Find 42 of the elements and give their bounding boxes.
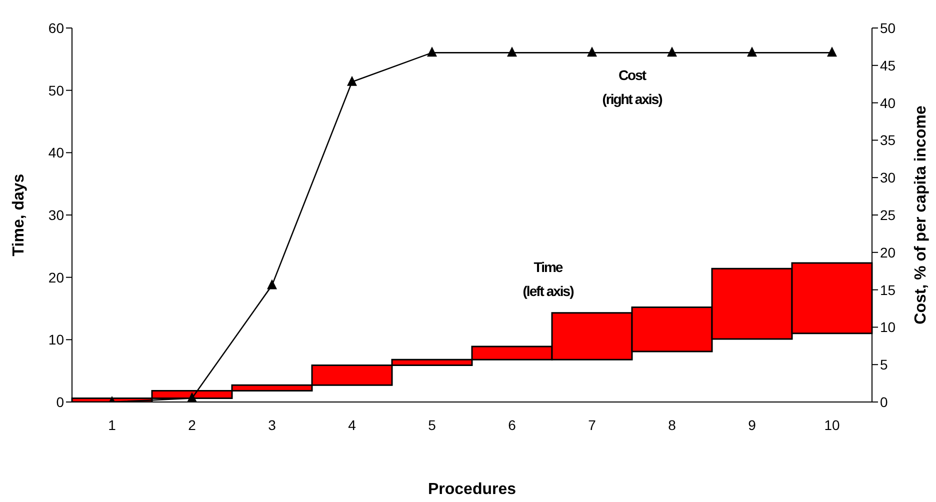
y2-tick-label: 40 — [880, 94, 896, 111]
x-axis-title: Procedures — [428, 481, 516, 498]
y-tick-label: 20 — [48, 269, 64, 286]
point — [747, 46, 757, 57]
point — [667, 46, 677, 57]
point — [827, 46, 837, 57]
x-tick-label: 2 — [188, 416, 196, 433]
x-tick-label: 1 — [108, 416, 116, 433]
y-tick-label: 0 — [56, 394, 64, 410]
y-tick-label: 50 — [48, 82, 64, 98]
x-tick-label: 10 — [824, 416, 840, 433]
y-axis-title: Time, days — [10, 174, 28, 256]
y2-tick-label: 35 — [880, 132, 896, 148]
series-label: Cost (right axis) — [602, 67, 662, 107]
x-tick-label: 9 — [748, 416, 756, 433]
x-tick-label: 8 — [668, 416, 676, 433]
y2-tick-label: 0 — [880, 394, 888, 410]
y2-tick-label: 15 — [880, 282, 896, 298]
y2-tick-label: 20 — [880, 244, 896, 260]
point — [587, 46, 597, 57]
y-tick-label: 60 — [48, 20, 64, 36]
y2-tick-label: 45 — [880, 57, 896, 74]
y-tick-label: 30 — [48, 206, 64, 223]
point — [507, 46, 517, 57]
point — [187, 392, 197, 402]
point — [267, 279, 277, 290]
y2-tick-label: 10 — [880, 319, 896, 336]
x-tick-label: 5 — [428, 416, 436, 433]
y2-tick-label: 50 — [880, 20, 896, 36]
y2-tick-label: 30 — [880, 170, 896, 186]
x-tick-label: 7 — [588, 416, 596, 433]
point — [347, 76, 357, 86]
y2-axis-title: Cost, % of per capita income — [912, 106, 930, 324]
point — [427, 46, 437, 57]
y2-tick-label: 5 — [880, 356, 888, 373]
y-tick-label: 40 — [48, 144, 64, 161]
x-tick-label: 6 — [508, 416, 516, 433]
y-tick-label: 10 — [48, 332, 64, 348]
x-tick-label: 4 — [348, 416, 356, 433]
x-tick-label: 3 — [268, 416, 276, 433]
y2-tick-label: 25 — [880, 206, 896, 223]
series-label: Time (left axis) — [522, 259, 574, 299]
